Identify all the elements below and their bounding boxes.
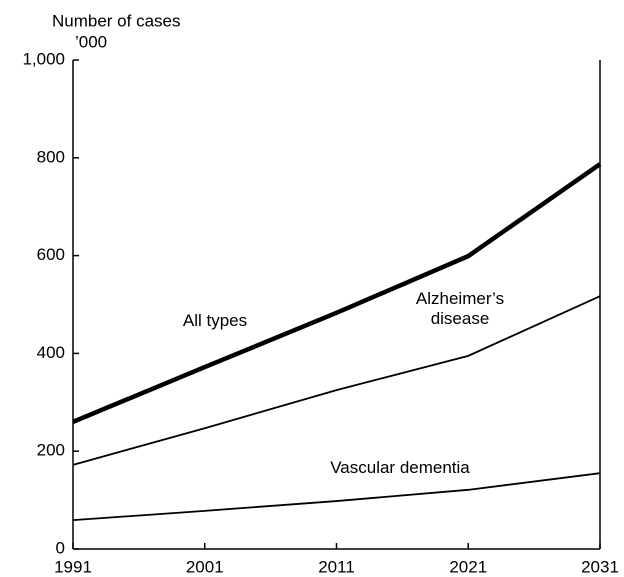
series-label: Vascular dementia [330, 458, 470, 477]
y-axis-label: Number of cases [52, 11, 181, 30]
y-tick-label: 800 [37, 147, 65, 166]
series-line [72, 162, 602, 424]
x-tick-label: 1991 [54, 557, 92, 576]
y-tick-label: 600 [37, 245, 65, 264]
x-tick-label: 2021 [449, 557, 487, 576]
y-tick-label: 200 [37, 441, 65, 460]
y-tick-label: 0 [56, 538, 65, 557]
y-tick-label: 400 [37, 343, 65, 362]
series-line [72, 472, 601, 522]
x-tick-label: 2011 [318, 557, 355, 576]
series-line [72, 295, 601, 466]
y-tick-label: 1,000 [22, 49, 65, 68]
x-tick-label: 2031 [581, 557, 619, 576]
series-label: Alzheimer’s disease [415, 289, 505, 328]
x-tick-label: 2001 [186, 557, 224, 576]
y-axis-unit: ’000 [75, 32, 107, 51]
series-label: All types [182, 311, 248, 330]
